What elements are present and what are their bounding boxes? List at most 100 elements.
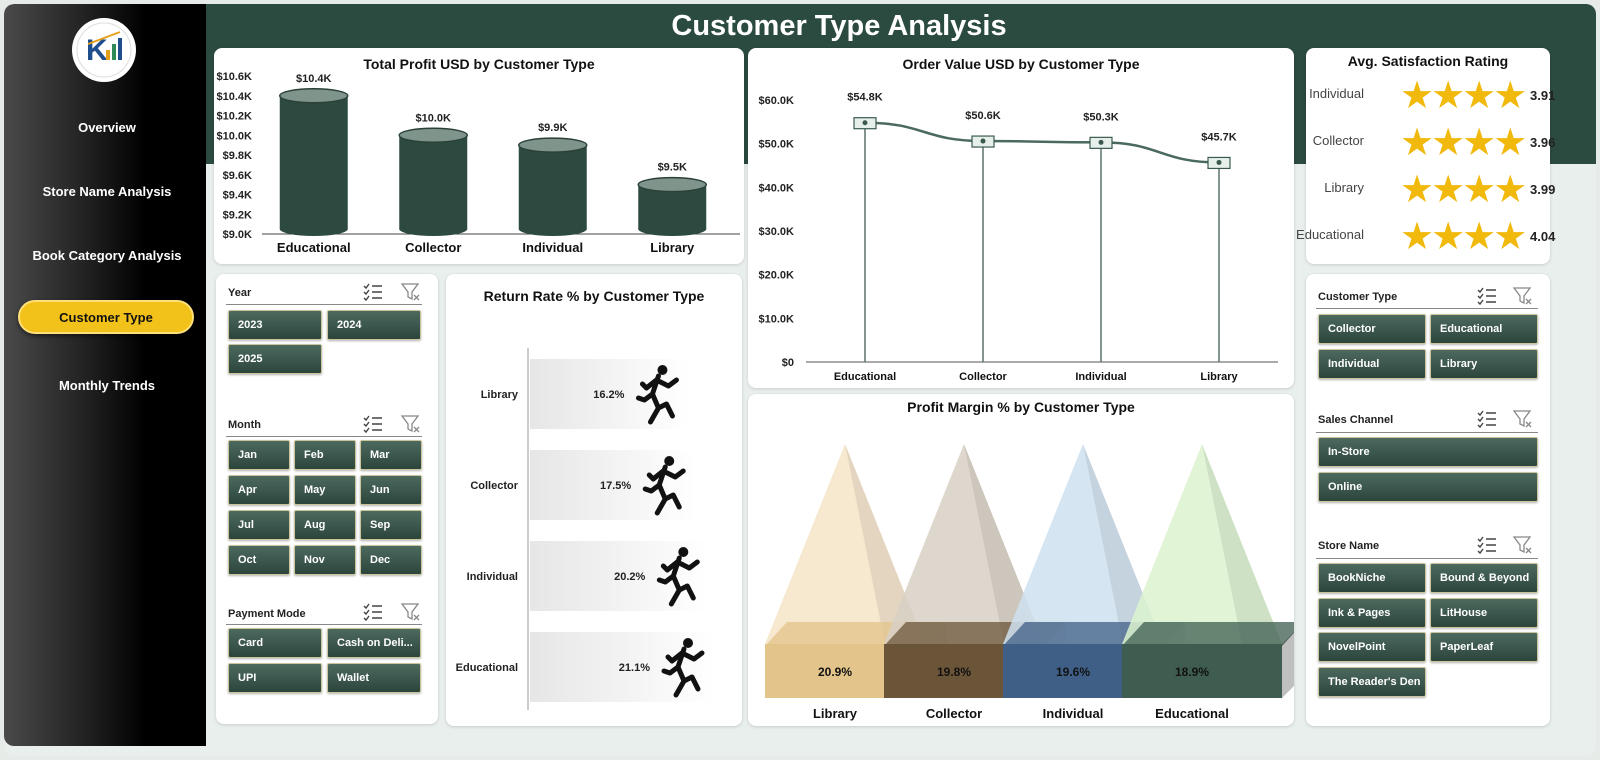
divider xyxy=(1316,558,1538,559)
slicer-customer-library[interactable]: Library xyxy=(1430,349,1538,379)
slicer-store-novelpoint[interactable]: NovelPoint xyxy=(1318,632,1426,662)
slicer-store-ink-pages[interactable]: Ink & Pages xyxy=(1318,598,1426,628)
x-tick-label: Individual xyxy=(1043,706,1104,721)
slicer-month-label: Month xyxy=(228,419,261,431)
slicer-customer-individual[interactable]: Individual xyxy=(1318,349,1426,379)
slicer-store-paperleaf[interactable]: PaperLeaf xyxy=(1430,632,1538,662)
runner-icon xyxy=(656,547,700,607)
rating-label: Collector xyxy=(1312,133,1364,148)
clear-filter-icon[interactable] xyxy=(400,602,422,622)
x-tick-label: Individual xyxy=(522,240,583,255)
data-label: $45.7K xyxy=(1201,131,1237,143)
nav-monthly-trends[interactable]: Monthly Trends xyxy=(58,377,156,393)
bar-top xyxy=(518,137,588,153)
star-rating-icon: ★★★★ xyxy=(1400,169,1527,211)
data-label: 21.1% xyxy=(619,662,650,674)
pyramid-side-face xyxy=(1282,632,1294,698)
bar xyxy=(279,95,348,229)
clear-filter-icon[interactable] xyxy=(400,414,422,434)
x-tick-label: Collector xyxy=(926,706,982,721)
clear-filter-icon[interactable] xyxy=(1512,286,1534,306)
rating-title: Avg. Satisfaction Rating xyxy=(1347,53,1509,69)
slicer-payment-cash[interactable]: Cash on Deli... xyxy=(327,628,421,658)
x-tick-label: Educational xyxy=(277,240,351,255)
x-tick-label: Library xyxy=(650,240,695,255)
slicer-month-nov[interactable]: Nov xyxy=(294,545,356,575)
order-chart-title: Order Value USD by Customer Type xyxy=(902,56,1140,72)
x-tick-label: Collector xyxy=(405,240,461,255)
y-tick-label: $60.0K xyxy=(759,95,795,107)
data-label: 19.6% xyxy=(1056,665,1090,679)
nav-store-name-analysis[interactable]: Store Name Analysis xyxy=(42,183,172,199)
y-tick-label: $0 xyxy=(782,357,794,369)
multi-select-icon[interactable] xyxy=(362,414,384,434)
slicer-month-dec[interactable]: Dec xyxy=(360,545,422,575)
bar-top xyxy=(398,127,468,143)
rating-row: Collector ★★★★ 3.96 xyxy=(1306,123,1556,163)
multi-select-icon[interactable] xyxy=(362,282,384,302)
slicer-month-jan[interactable]: Jan xyxy=(228,440,290,470)
margin-chart-card: Profit Margin % by Customer Type 20.9% Li… xyxy=(748,394,1294,726)
slicer-year-2023[interactable]: 2023 xyxy=(228,310,322,340)
slicer-store-readers-den[interactable]: The Reader's Den xyxy=(1318,667,1426,697)
data-label: 18.9% xyxy=(1175,665,1209,679)
x-tick-label: Educational xyxy=(1155,706,1229,721)
slicer-year-2025[interactable]: 2025 xyxy=(228,344,322,374)
slicer-month-apr[interactable]: Apr xyxy=(228,475,290,505)
slicer-payment-card[interactable]: Card xyxy=(228,628,322,658)
clear-filter-icon[interactable] xyxy=(1512,535,1534,555)
slicer-channel-online[interactable]: Online xyxy=(1318,472,1538,502)
data-label: $9.5K xyxy=(658,162,687,174)
slicer-month-jun[interactable]: Jun xyxy=(360,475,422,505)
bar-base xyxy=(638,222,707,236)
slicer-month-jul[interactable]: Jul xyxy=(228,510,290,540)
slicer-month-feb[interactable]: Feb xyxy=(294,440,356,470)
multi-select-icon[interactable] xyxy=(1476,535,1498,555)
slicer-channel-in-store[interactable]: In-Store xyxy=(1318,437,1538,467)
series-line xyxy=(864,121,1220,164)
bar xyxy=(1122,644,1282,698)
bar xyxy=(399,135,468,229)
y-tick-label: $9.6K xyxy=(223,170,252,182)
slicer-customer-educational[interactable]: Educational xyxy=(1430,314,1538,344)
nav-customer-type[interactable]: Customer Type xyxy=(18,300,194,334)
slicer-month-may[interactable]: May xyxy=(294,475,356,505)
slicer-month-sep[interactable]: Sep xyxy=(360,510,422,540)
multi-select-icon[interactable] xyxy=(1476,286,1498,306)
slicer-payment-upi[interactable]: UPI xyxy=(228,663,322,693)
data-label: $54.8K xyxy=(847,92,883,104)
divider xyxy=(1316,432,1538,433)
data-label: 16.2% xyxy=(593,389,624,401)
clear-filter-icon[interactable] xyxy=(400,282,422,302)
rating-value: 4.04 xyxy=(1530,229,1556,244)
dashboard: Customer Type Analysis K Overview Store … xyxy=(4,4,1596,756)
bar-base xyxy=(279,222,348,236)
bar-base xyxy=(518,222,587,236)
right-slicers-card: Customer Type Collector Educational Indi… xyxy=(1306,274,1550,726)
divider xyxy=(226,304,422,305)
divider xyxy=(1316,308,1538,309)
profit-chart-title: Total Profit USD by Customer Type xyxy=(363,56,595,72)
nav-book-category-analysis[interactable]: Book Category Analysis xyxy=(32,247,182,263)
nav-overview[interactable]: Overview xyxy=(78,119,136,135)
clear-filter-icon[interactable] xyxy=(1512,409,1534,429)
slicer-month-oct[interactable]: Oct xyxy=(228,545,290,575)
rating-row: Educational ★★★★ 4.04 xyxy=(1296,216,1555,258)
slicer-month-mar[interactable]: Mar xyxy=(360,440,422,470)
slicer-month-aug[interactable]: Aug xyxy=(294,510,356,540)
rating-row: Individual ★★★★ 3.91 xyxy=(1306,75,1555,117)
slicer-payment-wallet[interactable]: Wallet xyxy=(327,663,421,693)
star-rating-icon: ★★★★ xyxy=(1400,75,1527,117)
slicer-store-bookniche[interactable]: BookNiche xyxy=(1318,563,1426,593)
slicer-store-lithouse[interactable]: LitHouse xyxy=(1430,598,1538,628)
multi-select-icon[interactable] xyxy=(1476,409,1498,429)
slicer-store-bound-beyond[interactable]: Bound & Beyond xyxy=(1430,563,1538,593)
order-chart: $0 $10.0K $20.0K $30.0K $40.0K $50.0K $60.0K $5… xyxy=(759,92,1278,383)
pyramid-tip xyxy=(1122,444,1282,644)
slicer-customer-collector[interactable]: Collector xyxy=(1318,314,1426,344)
slicer-payment-label: Payment Mode xyxy=(228,608,306,620)
slicer-year-2024[interactable]: 2024 xyxy=(327,310,421,340)
slicer-sales-channel-label: Sales Channel xyxy=(1318,414,1394,426)
star-rating-icon: ★★★★ xyxy=(1400,216,1527,258)
multi-select-icon[interactable] xyxy=(362,602,384,622)
